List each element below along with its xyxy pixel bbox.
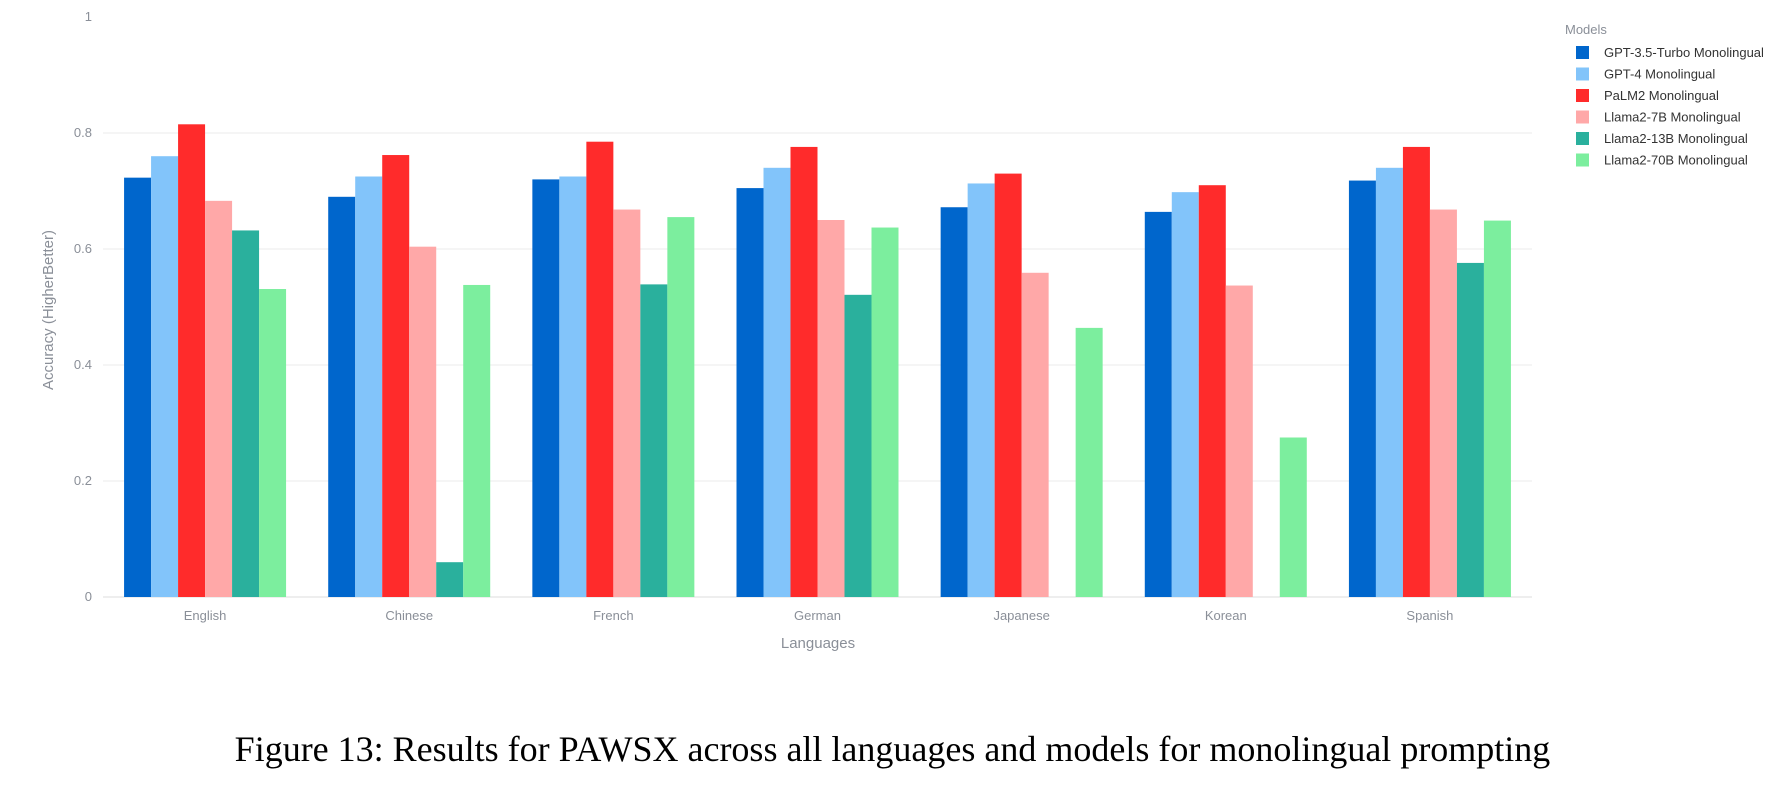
bar xyxy=(844,294,872,597)
legend-swatch xyxy=(1576,132,1589,145)
bar xyxy=(259,289,287,597)
bar xyxy=(871,227,899,598)
x-axis-ticks: English Chinese French German Japanese Korean… xyxy=(184,608,1454,623)
bar xyxy=(763,167,791,598)
bar xyxy=(532,179,560,597)
figure-caption: Figure 13: Results for PAWSX across all … xyxy=(234,729,1551,769)
legend: Models GPT-3.5-Turbo Monolingual GPT-4 Mo… xyxy=(1565,22,1764,168)
x-tick-label: Spanish xyxy=(1406,608,1453,623)
bar xyxy=(463,284,491,597)
bar xyxy=(1348,180,1376,597)
y-tick-label: 0.6 xyxy=(74,241,92,256)
y-tick-label: 0.2 xyxy=(74,473,92,488)
bar xyxy=(817,220,845,597)
bar xyxy=(1279,437,1307,597)
legend-label: GPT-4 Monolingual xyxy=(1604,67,1715,82)
y-axis-ticks: 0 0.2 0.4 0.6 0.8 1 xyxy=(74,9,92,604)
y-tick-label: 0 xyxy=(85,589,92,604)
bar xyxy=(328,196,356,598)
bar xyxy=(667,217,695,597)
x-tick-label: French xyxy=(593,608,633,623)
bar xyxy=(1456,262,1484,597)
y-tick-label: 0.4 xyxy=(74,357,92,372)
bar xyxy=(1429,209,1457,597)
bar xyxy=(1375,167,1403,598)
bar xyxy=(586,141,614,597)
y-tick-label: 0.8 xyxy=(74,125,92,140)
legend-label: Llama2-13B Monolingual xyxy=(1604,131,1748,146)
bar xyxy=(1483,220,1511,597)
bar xyxy=(382,155,410,598)
bar xyxy=(1144,211,1172,597)
legend-swatch xyxy=(1576,110,1589,124)
x-tick-label: Japanese xyxy=(993,608,1049,623)
bar xyxy=(124,177,152,597)
bar xyxy=(409,246,437,597)
bar xyxy=(640,284,668,597)
bar xyxy=(232,230,260,597)
legend-swatch xyxy=(1576,67,1589,81)
legend-swatch xyxy=(1576,89,1589,102)
bar xyxy=(436,562,464,597)
x-axis-title: Languages xyxy=(781,635,855,652)
x-tick-label: English xyxy=(184,608,227,623)
legend-swatch xyxy=(1576,46,1589,59)
bar xyxy=(355,176,383,597)
bars xyxy=(124,124,1511,598)
bar xyxy=(151,156,179,597)
bar xyxy=(1198,185,1226,597)
bar xyxy=(1402,146,1430,598)
legend-title: Models xyxy=(1565,22,1607,37)
bar xyxy=(1171,192,1199,597)
bar xyxy=(790,146,818,598)
bar xyxy=(178,124,206,598)
x-tick-label: Korean xyxy=(1205,608,1247,623)
bar xyxy=(967,183,995,597)
legend-label: GPT-3.5-Turbo Monolingual xyxy=(1604,45,1764,60)
bar xyxy=(994,173,1022,597)
bar xyxy=(205,200,233,598)
bar xyxy=(1075,327,1103,597)
bar xyxy=(1021,272,1049,597)
bar xyxy=(613,209,641,597)
legend-label: PaLM2 Monolingual xyxy=(1604,88,1719,103)
bar xyxy=(940,207,968,598)
legend-swatch xyxy=(1576,153,1589,167)
bar xyxy=(736,188,764,597)
bar-chart: 0 0.2 0.4 0.6 0.8 1 English Chinese French Germa… xyxy=(40,9,1764,652)
bar xyxy=(1225,285,1253,597)
legend-label: Llama2-70B Monolingual xyxy=(1604,153,1748,168)
x-tick-label: Chinese xyxy=(385,608,433,623)
x-tick-label: German xyxy=(794,608,841,623)
bar xyxy=(559,176,587,597)
y-axis-title: Accuracy (HigherBetter) xyxy=(40,230,57,390)
legend-label: Llama2-7B Monolingual xyxy=(1604,110,1741,125)
y-tick-label: 1 xyxy=(85,9,92,24)
